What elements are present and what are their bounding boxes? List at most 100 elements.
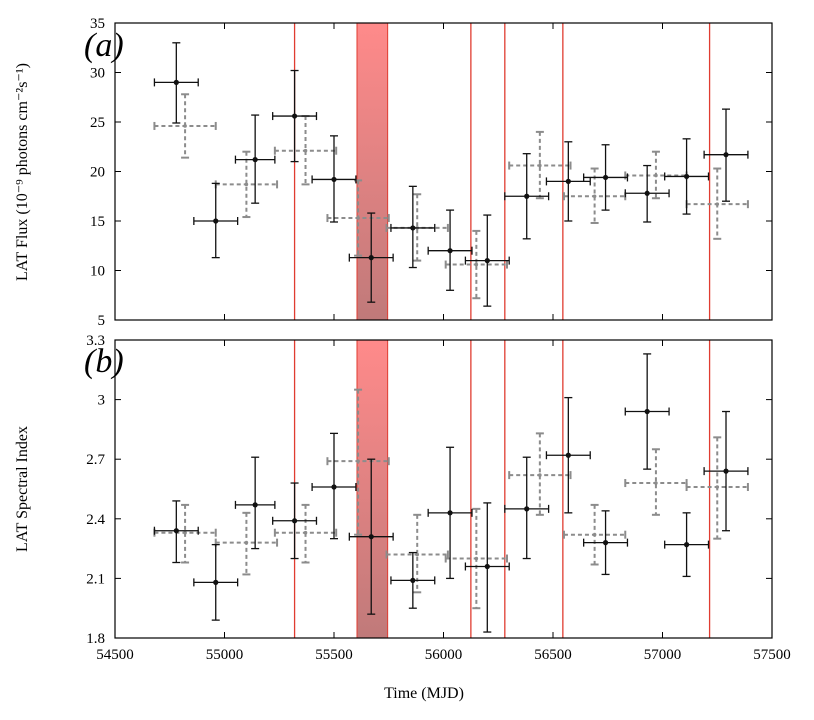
marker xyxy=(244,540,249,545)
point-black-a-2 xyxy=(234,114,276,204)
point-black-b-9 xyxy=(504,456,550,560)
point-black-b-7 xyxy=(427,446,473,580)
y-tick-label-b-1: 2.1 xyxy=(86,571,105,587)
marker xyxy=(303,148,308,153)
marker xyxy=(252,502,258,508)
marker xyxy=(356,459,360,463)
x-tick-label-6: 57500 xyxy=(753,647,791,663)
plot-frame-a xyxy=(114,22,773,321)
point-black-a-11 xyxy=(583,144,629,211)
point-grey-b-5 xyxy=(444,507,509,610)
marker xyxy=(410,577,416,583)
marker xyxy=(213,218,219,224)
marker xyxy=(644,408,650,415)
point-black-a-5 xyxy=(348,212,394,303)
marker xyxy=(683,542,690,548)
point-black-a-4 xyxy=(311,135,357,223)
x-tick-label-0: 54500 xyxy=(96,647,134,663)
marker xyxy=(484,258,490,264)
marker xyxy=(654,481,658,485)
marker xyxy=(715,202,720,206)
point-black-b-12 xyxy=(624,353,670,470)
marker xyxy=(252,157,258,163)
y-tick-label-a-3: 20 xyxy=(90,165,105,181)
marker xyxy=(538,473,542,477)
y-axis-label-a: LAT Flux (10⁻⁹ photons cm⁻²s⁻¹) xyxy=(14,63,31,281)
point-black-a-9 xyxy=(504,153,550,240)
marker xyxy=(368,255,374,261)
point-black-a-14 xyxy=(703,108,749,202)
point-grey-b-8 xyxy=(624,448,688,516)
marker xyxy=(565,178,571,184)
x-tick-label-1: 55000 xyxy=(206,647,244,663)
point-grey-a-2 xyxy=(273,115,338,186)
marker xyxy=(524,193,530,199)
point-black-b-2 xyxy=(234,456,276,550)
point-black-b-0 xyxy=(153,500,199,564)
point-grey-b-9 xyxy=(685,436,749,540)
point-black-b-3 xyxy=(272,482,318,560)
shaded-band-a xyxy=(356,22,389,321)
marker xyxy=(715,485,720,489)
y-tick-label-a-5: 30 xyxy=(90,66,105,82)
point-black-a-8 xyxy=(464,214,510,307)
x-tick-label-4: 56500 xyxy=(534,647,572,663)
y-tick-label-b-4: 3 xyxy=(98,393,106,409)
marker xyxy=(723,152,729,158)
y-tick-label-a-0: 5 xyxy=(98,313,106,329)
marker xyxy=(331,484,337,490)
y-axis-label-b: LAT Spectral Index xyxy=(14,426,31,552)
x-tick-label-5: 57000 xyxy=(644,647,682,663)
marker xyxy=(244,182,249,187)
y-tick-label-b-5: 3.3 xyxy=(86,333,105,349)
marker xyxy=(538,163,542,168)
point-black-b-5 xyxy=(348,458,394,615)
y-tick-label-a-6: 35 xyxy=(90,16,105,32)
point-black-a-12 xyxy=(624,164,670,223)
point-grey-b-3 xyxy=(326,388,390,536)
point-black-b-10 xyxy=(545,396,591,514)
point-black-b-1 xyxy=(193,543,239,621)
shaded-band-b xyxy=(356,339,389,639)
marker xyxy=(303,530,308,535)
marker xyxy=(592,194,597,199)
marker xyxy=(723,468,729,474)
point-black-a-10 xyxy=(545,141,591,222)
marker xyxy=(602,174,609,181)
plot-frame-b xyxy=(114,339,773,639)
point-grey-b-2 xyxy=(273,503,338,564)
point-grey-a-7 xyxy=(562,167,627,224)
marker xyxy=(410,225,416,231)
point-grey-a-6 xyxy=(508,130,572,200)
marker xyxy=(484,563,490,570)
point-black-b-6 xyxy=(390,551,436,609)
marker xyxy=(565,452,571,458)
marker xyxy=(474,262,479,267)
marker xyxy=(183,530,187,535)
point-grey-b-4 xyxy=(385,513,449,594)
marker xyxy=(415,552,420,557)
point-black-b-11 xyxy=(583,510,629,576)
marker xyxy=(524,506,530,512)
y-tick-label-a-4: 25 xyxy=(90,115,105,131)
marker xyxy=(447,248,453,254)
point-grey-a-0 xyxy=(153,93,217,159)
point-black-a-7 xyxy=(427,209,473,291)
point-grey-a-8 xyxy=(624,150,688,200)
y-tick-label-b-0: 1.8 xyxy=(86,631,105,647)
point-grey-a-9 xyxy=(685,167,749,240)
panel-b: 1.8 2.1 2.4 2.7 3 3.3 54500 55000 55500 56000 5650… xyxy=(86,333,791,663)
point-black-b-8 xyxy=(464,502,510,633)
point-grey-a-5 xyxy=(444,229,509,300)
x-tick-label-3: 56000 xyxy=(425,647,463,663)
marker xyxy=(356,216,360,220)
panel-b-label: (b) xyxy=(84,343,124,380)
point-grey-b-1 xyxy=(214,511,279,576)
marker xyxy=(654,173,658,178)
marker xyxy=(183,124,187,128)
point-grey-b-7 xyxy=(562,503,627,566)
x-axis-label: Time (MJD) xyxy=(384,685,464,702)
y-tick-label-a-1: 10 xyxy=(90,264,105,280)
y-tick-label-b-2: 2.4 xyxy=(86,512,105,528)
